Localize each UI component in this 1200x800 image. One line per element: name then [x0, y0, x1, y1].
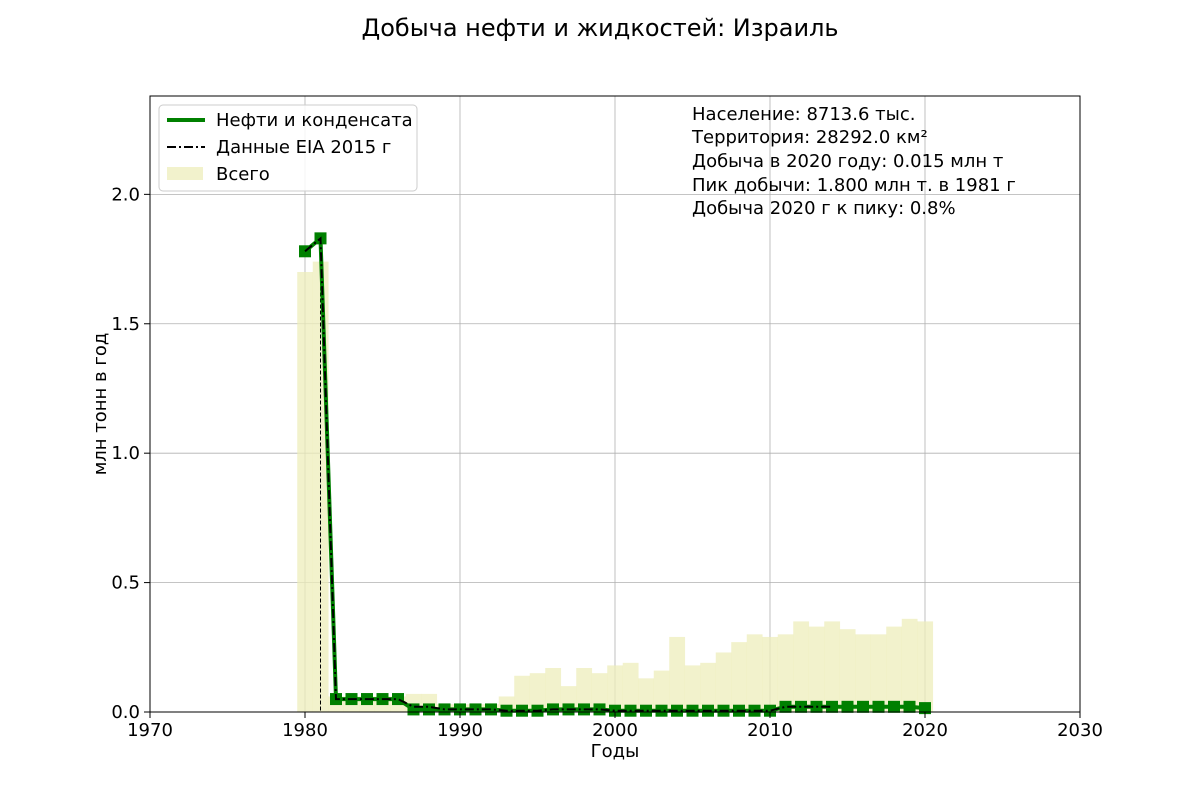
bar-total: [638, 678, 655, 712]
info-peak: Пик добычи: 1.800 млн т. в 1981 г: [692, 175, 1016, 196]
y-tick-label: 0.5: [111, 573, 140, 594]
legend-oil-label: Нефти и конденсата: [216, 110, 413, 131]
bar-total: [777, 634, 794, 712]
legend-total-swatch: [167, 167, 203, 180]
series-oil-point: [826, 700, 838, 713]
bar-total: [762, 636, 779, 712]
bar-total: [715, 652, 732, 712]
series-oil-point: [609, 704, 621, 717]
legend-total-label: Всего: [216, 164, 270, 185]
x-tick-label: 1980: [282, 720, 328, 741]
series-oil-point: [903, 700, 916, 713]
bar-total: [808, 626, 825, 712]
info-territory: Территория: 28292.0 км²: [691, 127, 928, 148]
info-ratio: Добыча 2020 г к пику: 0.8%: [692, 198, 956, 219]
bar-total: [622, 662, 639, 712]
info-population: Население: 8713.6 тыс.: [692, 104, 915, 125]
bar-total: [793, 621, 810, 712]
series-oil-point: [841, 700, 854, 713]
bar-total: [731, 642, 748, 712]
bar-total: [514, 675, 531, 712]
y-tick-label: 1.5: [111, 314, 140, 335]
y-tick-label: 2.0: [111, 184, 140, 205]
series-oil-point: [423, 703, 435, 716]
axis-ticks: 1970 1980 1990 2000 2010 2020 2030 0.0 0.5 1.0 1.5…: [111, 184, 1103, 741]
series-oil-point: [764, 704, 776, 717]
info-block: Население: 8713.6 тыс. Территория: 28292…: [691, 104, 1016, 219]
y-tick-label: 0.0: [111, 702, 140, 723]
bar-total: [700, 662, 717, 712]
bar-total: [653, 670, 670, 712]
series-oil-point: [655, 704, 668, 717]
series-oil-point: [919, 702, 931, 715]
legend-eia-label: Данные EIA 2015 г: [216, 137, 391, 158]
plot-frame: [149, 95, 1081, 713]
bar-total: [591, 673, 608, 712]
bar-total: [545, 668, 562, 712]
bar-total: [870, 634, 887, 712]
legend: Нефти и конденсата Данные EIA 2015 г Все…: [158, 104, 418, 192]
series-oil-point: [872, 700, 885, 713]
bar-total: [684, 665, 701, 712]
x-tick-label: 2000: [592, 720, 638, 741]
bar-total: [886, 626, 903, 712]
y-tick-label: 1.0: [111, 443, 140, 464]
series-oil-point: [779, 700, 792, 713]
x-tick-label: 2020: [902, 720, 948, 741]
series-oil-point: [857, 700, 869, 713]
chart-title: Добыча нефти и жидкостей: Израиль: [361, 14, 838, 42]
bar-total: [576, 668, 593, 712]
series-oil-point: [407, 703, 420, 716]
x-tick-label: 2010: [747, 720, 793, 741]
bar-total: [917, 621, 934, 712]
bar-total: [297, 272, 314, 712]
bar-total: [746, 634, 763, 712]
y-axis-label: млн тонн в год: [90, 333, 111, 476]
bar-total: [529, 673, 546, 712]
info-production-2020: Добыча в 2020 году: 0.015 млн т: [692, 151, 1003, 172]
bar-total: [839, 629, 856, 712]
bar-total: [824, 621, 841, 712]
bar-total: [901, 618, 918, 712]
legend-box: [158, 104, 418, 192]
series-oil-point: [888, 700, 900, 713]
series-oil-point: [640, 704, 652, 717]
x-tick-label: 1970: [127, 720, 173, 741]
bar-total: [855, 634, 872, 712]
series-oil-point: [392, 693, 404, 706]
series-eia-line: [304, 236, 832, 712]
bar-total: [669, 636, 686, 712]
x-tick-label: 1990: [437, 720, 483, 741]
bar-total: [607, 665, 624, 712]
x-axis-label: Годы: [591, 741, 640, 762]
x-tick-label: 2030: [1057, 720, 1103, 741]
series-lines: [299, 232, 931, 717]
